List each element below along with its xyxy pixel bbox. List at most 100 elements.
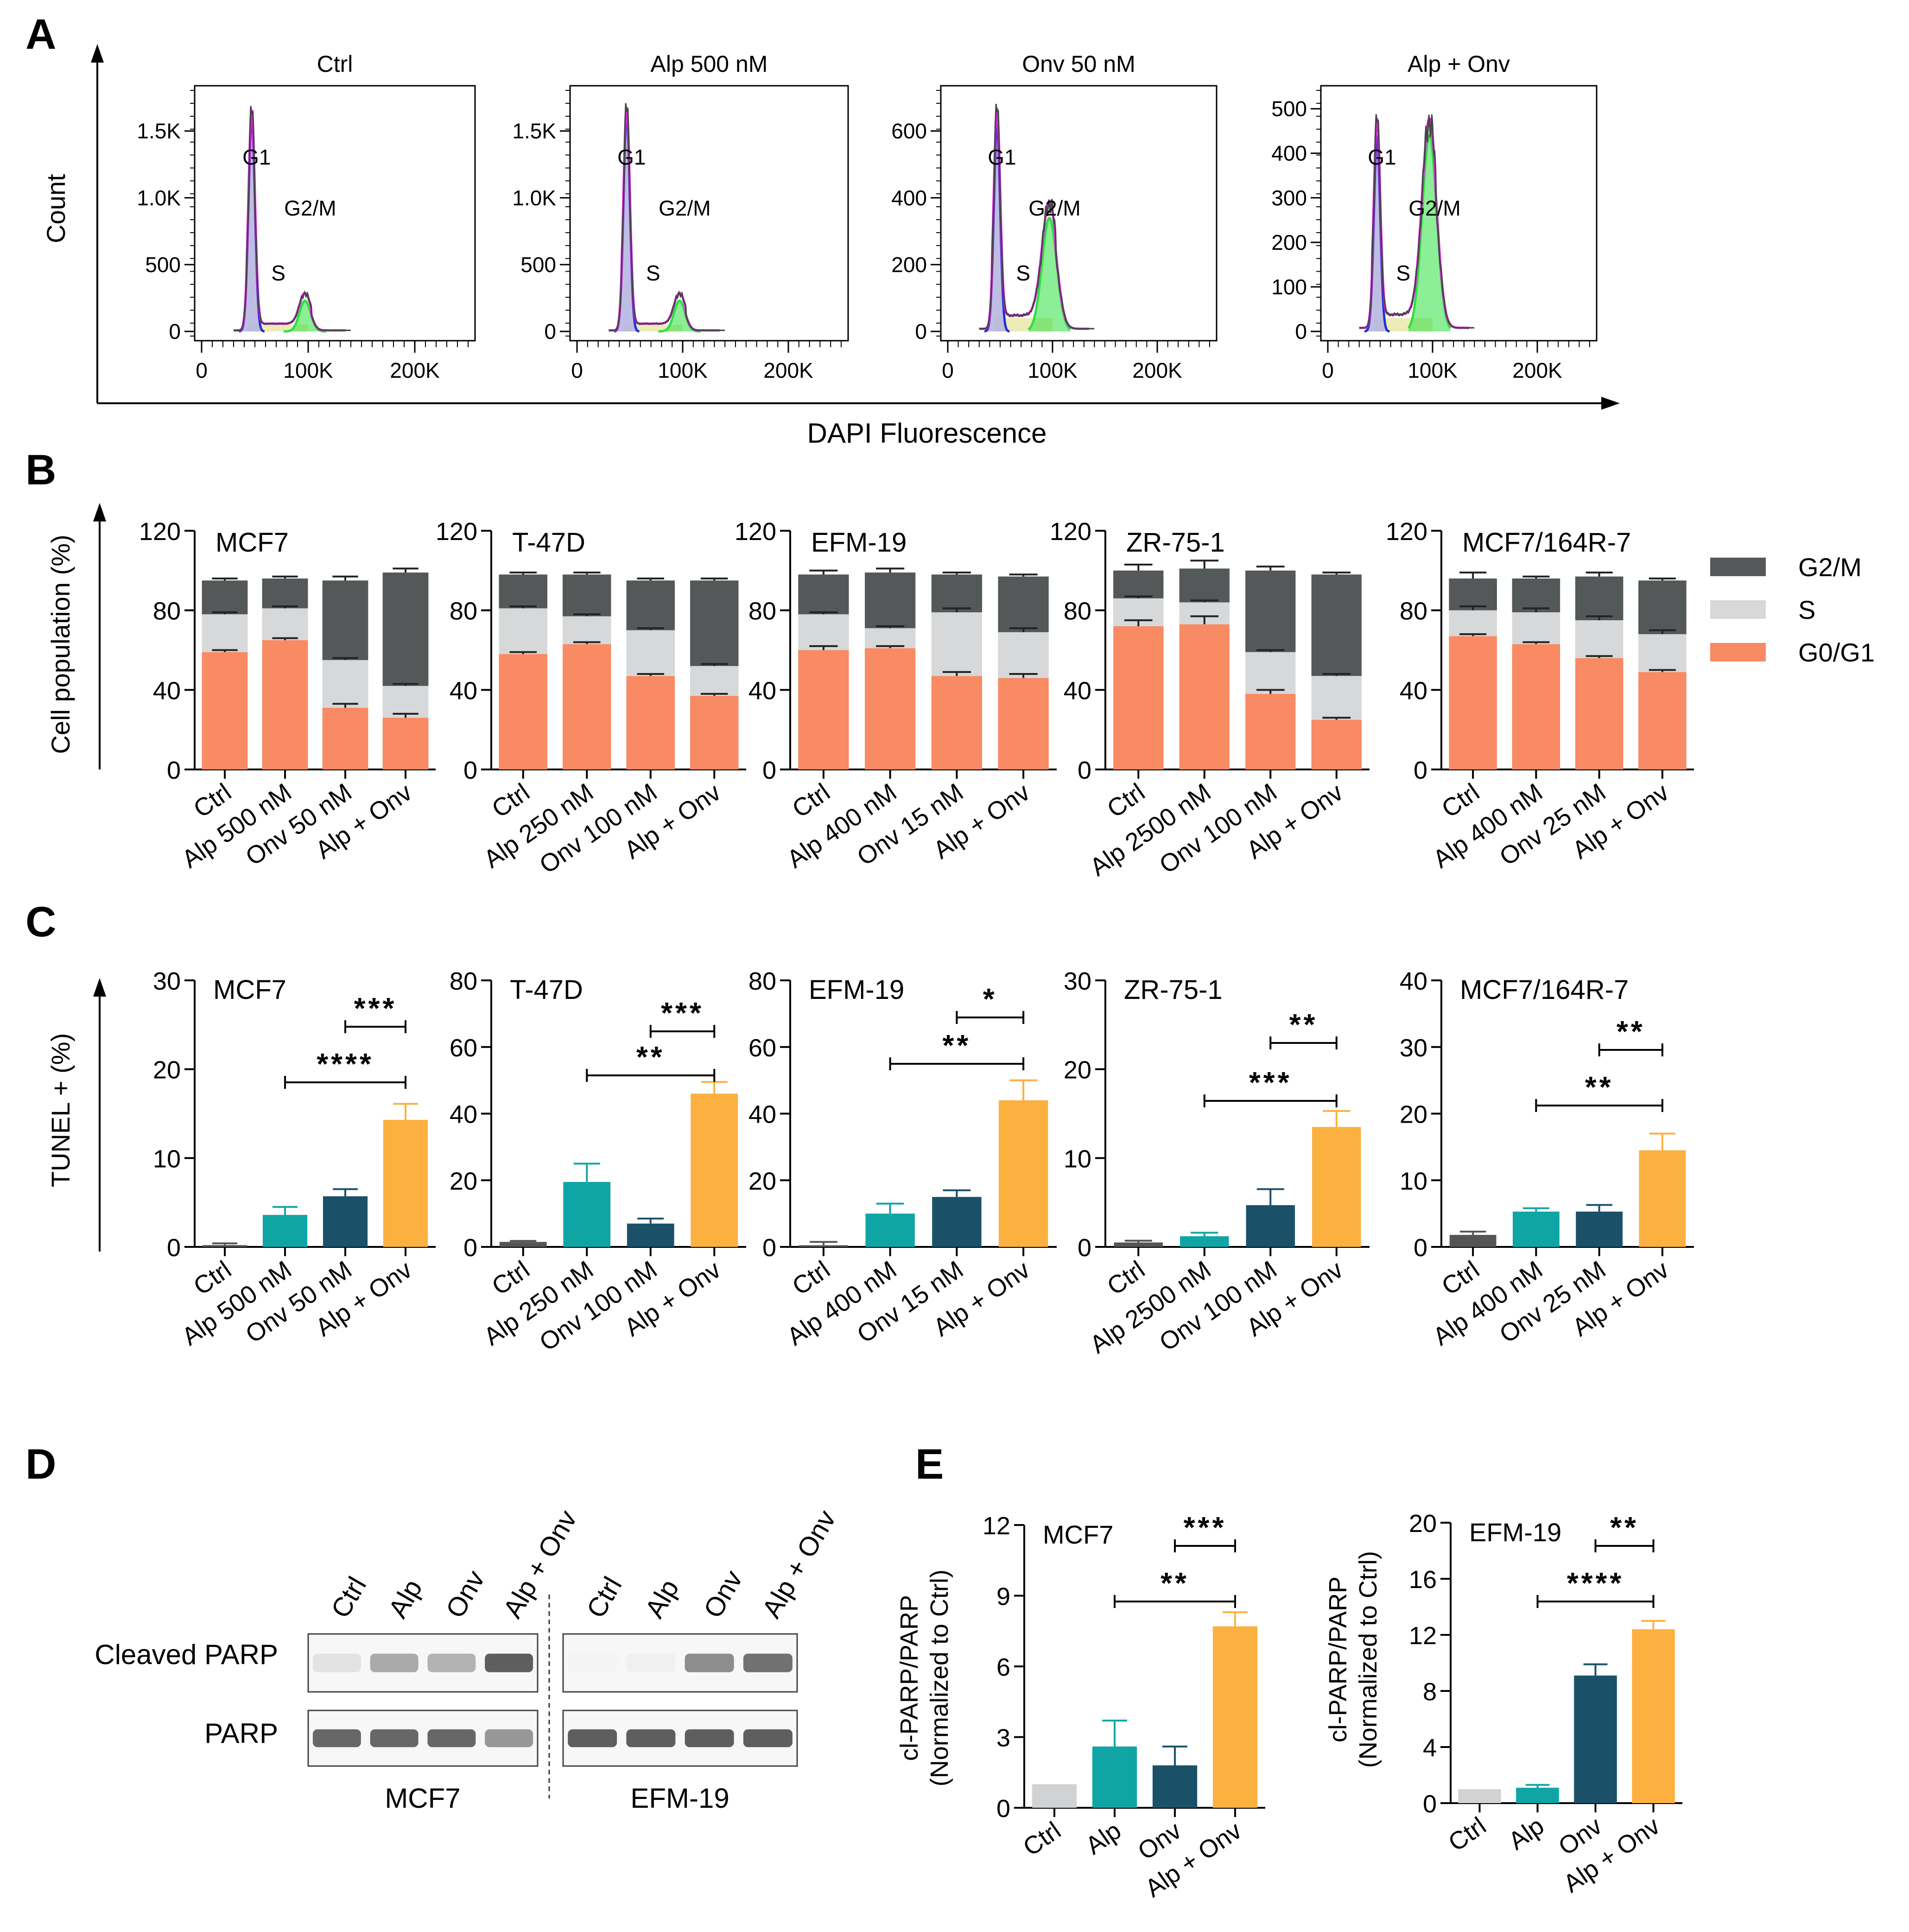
y-tick-label: 1.5K xyxy=(137,119,181,143)
bar-g0g1-alp-onv xyxy=(382,718,429,769)
y-tick-label: 10 xyxy=(1064,1145,1091,1173)
y-tick-label: 0 xyxy=(1078,1234,1091,1262)
bar-g0g1-ctrl xyxy=(798,650,849,769)
g1-fill xyxy=(614,115,640,331)
bar-g0g1-alp-400-nm xyxy=(865,648,916,769)
y-tick-label: 1.5K xyxy=(512,119,556,143)
y-tick-label: 80 xyxy=(1400,597,1427,625)
panel-letter-a: A xyxy=(25,11,56,58)
g2m-fill xyxy=(284,300,327,331)
chart-title: T-47D xyxy=(510,975,583,1005)
efm19-lane-alp-onv: Alp + Onv xyxy=(756,1505,842,1623)
chart-title: MCF7/164R-7 xyxy=(1460,975,1629,1005)
bar-g2m-ctrl xyxy=(499,574,547,609)
bar-s-alp-onv xyxy=(1311,676,1362,720)
cell-line-label-mcf7: MCF7 xyxy=(385,1783,460,1814)
y-tick-label: 120 xyxy=(1050,518,1091,546)
c-ylabel: TUNEL + (%) xyxy=(46,1033,75,1187)
g2m-label: G2/M xyxy=(659,196,710,220)
y-tick-label: 8 xyxy=(1423,1678,1437,1706)
bar-alp-onv xyxy=(1639,1150,1686,1247)
bar-ctrl xyxy=(1114,1242,1163,1247)
y-tick-label: 9 xyxy=(996,1583,1010,1611)
count-axis-label: Count xyxy=(41,174,70,243)
bar-g2m-alp-onv xyxy=(690,580,739,666)
g2m-label: G2/M xyxy=(1028,196,1080,220)
bar-s-alp-onv xyxy=(1638,634,1687,672)
y-tick-label: 120 xyxy=(436,518,477,546)
parp-efm19-band-alp-onv xyxy=(743,1729,793,1748)
bar-alp-2500-nm xyxy=(1180,1236,1229,1247)
significance-label: ** xyxy=(636,1040,665,1074)
parp-mcf7-band-alp xyxy=(370,1729,419,1748)
e-ylabel-line2-right: (Normalized to Ctrl) xyxy=(1354,1551,1382,1768)
b-axis-arrowhead xyxy=(93,503,106,521)
bar-g0g1-onv-100-nm xyxy=(626,676,675,769)
bar-onv xyxy=(1152,1765,1198,1808)
bar-g2m-onv-100-nm xyxy=(626,580,675,630)
y-tick-label: 40 xyxy=(450,1101,477,1129)
bar-onv-50-nm xyxy=(323,1196,368,1247)
bar-g2m-alp-onv xyxy=(998,576,1049,632)
bar-s-onv-25-nm xyxy=(1575,620,1624,658)
bar-g2m-onv-100-nm xyxy=(1245,570,1296,652)
bar-ctrl xyxy=(799,1245,849,1247)
y-tick-label: 20 xyxy=(450,1167,477,1195)
parp-mcf7-band-ctrl xyxy=(312,1729,361,1748)
y-tick-label: 0 xyxy=(1078,756,1091,784)
bar-onv-100-nm xyxy=(1246,1205,1295,1247)
data-line xyxy=(233,106,351,331)
s-label: S xyxy=(1396,261,1410,285)
y-tick-label: 6 xyxy=(996,1653,1010,1681)
cleaved-parp-mcf7-band-alp xyxy=(370,1653,419,1672)
y-tick-label: 20 xyxy=(1400,1101,1427,1129)
mcf7-lane-ctrl: Ctrl xyxy=(325,1572,372,1623)
c-axis-arrowhead xyxy=(93,978,106,997)
bar-g2m-alp-onv xyxy=(1638,580,1687,635)
y-tick-label: 1.0K xyxy=(512,186,556,210)
g2m-fill xyxy=(658,300,701,331)
bar-g2m-ctrl xyxy=(798,574,849,615)
significance-label: *** xyxy=(354,991,397,1025)
x-tick-label: 200K xyxy=(390,358,440,382)
g2m-label: G2/M xyxy=(284,196,336,220)
y-tick-label: 0 xyxy=(167,756,181,784)
y-tick-label: 16 xyxy=(1409,1566,1437,1594)
histogram-alp-onv: Alp + Onv 0 100 200 300 400 500 0 100K 200K G1 S G2/… xyxy=(1271,51,1598,382)
y-tick-label: 500 xyxy=(1271,97,1307,121)
category-label: Ctrl xyxy=(1102,1256,1150,1301)
significance-label: * xyxy=(983,982,997,1016)
bar-ctrl xyxy=(1458,1789,1501,1803)
bar-ctrl xyxy=(499,1242,547,1247)
bar-s-onv-100-nm xyxy=(626,630,675,676)
histogram-frame xyxy=(194,85,476,342)
x-tick-label: 100K xyxy=(1408,358,1458,382)
significance-label: *** xyxy=(1249,1066,1292,1099)
histogram-ctrl: Ctrl 0 500 1.0K 1.5K 0 100K 200K G1 S G2/M xyxy=(137,51,476,382)
bar-g0g1-onv-100-nm xyxy=(1245,693,1296,769)
bar-alp-250-nm xyxy=(563,1182,611,1247)
panel-letter-e: E xyxy=(915,1441,944,1488)
y-tick-label: 100 xyxy=(1271,275,1307,299)
bar-alp-onv xyxy=(383,1119,428,1247)
y-tick-label: 4 xyxy=(1423,1734,1437,1762)
y-tick-label: 10 xyxy=(1400,1167,1427,1195)
x-tick-label: 0 xyxy=(942,358,954,382)
bar-g2m-ctrl xyxy=(1113,570,1164,598)
g2m-fill xyxy=(1408,135,1451,331)
y-tick-label: 500 xyxy=(145,253,181,277)
y-tick-label: 0 xyxy=(1414,756,1427,784)
cell-line-label-efm19: EFM-19 xyxy=(630,1783,729,1814)
bar-g2m-alp-400-nm xyxy=(1512,578,1560,612)
bar-s-alp-onv xyxy=(998,632,1049,678)
y-tick-label: 40 xyxy=(153,677,181,705)
significance-label: **** xyxy=(317,1047,374,1080)
data-line xyxy=(979,104,1095,330)
bar-alp xyxy=(1516,1787,1559,1803)
y-tick-label: 20 xyxy=(748,1167,776,1195)
bar-s-alp-400-nm xyxy=(1512,612,1560,644)
cleaved-parp-efm19-band-alp xyxy=(626,1653,676,1672)
